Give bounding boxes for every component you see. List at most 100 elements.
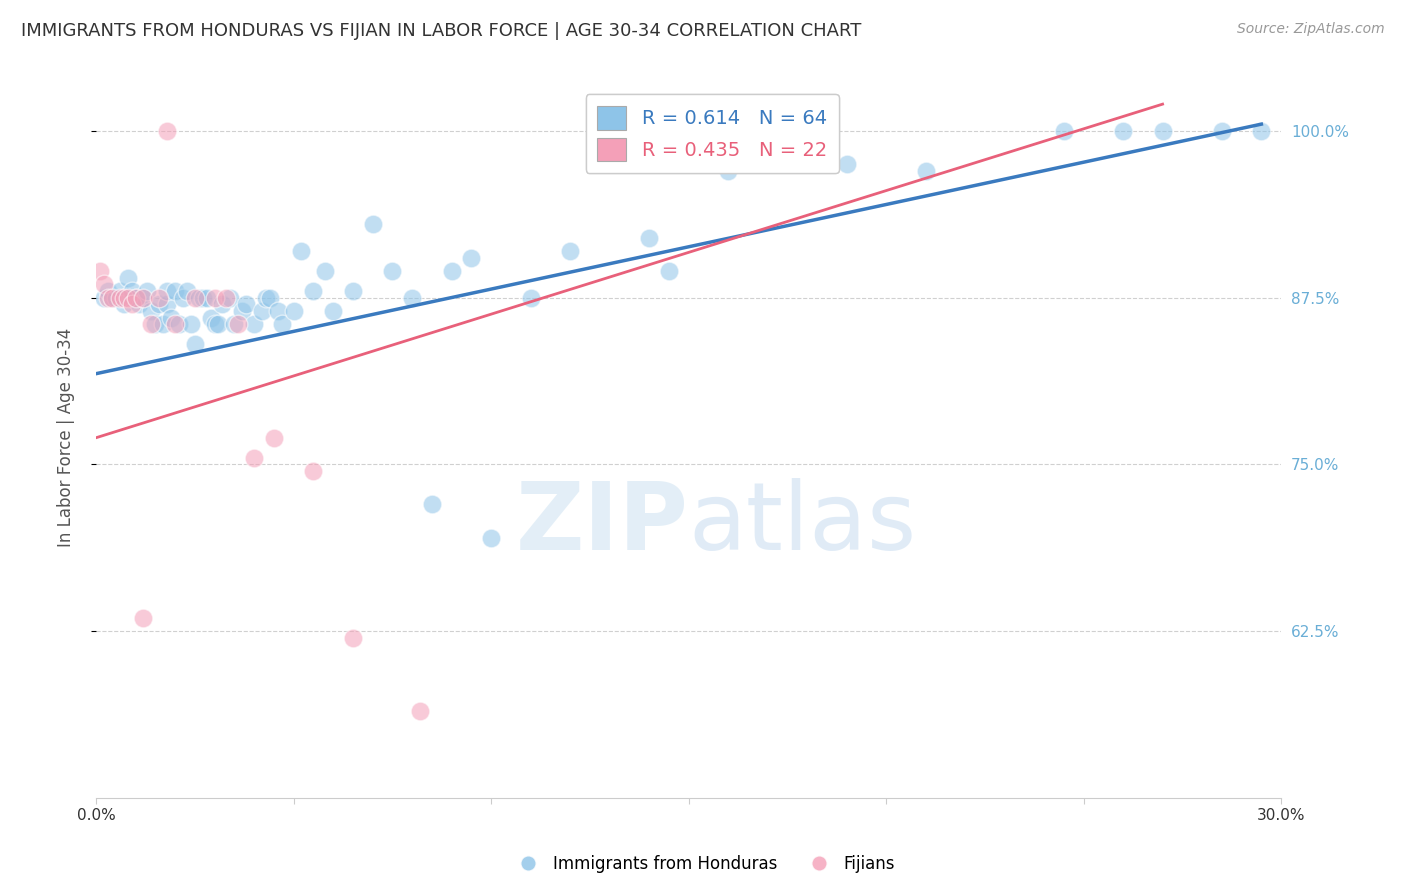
Point	[558, 244, 581, 258]
Point	[302, 284, 325, 298]
Point	[283, 304, 305, 318]
Y-axis label: In Labor Force | Age 30-34: In Labor Force | Age 30-34	[58, 328, 75, 548]
Point	[156, 297, 179, 311]
Text: IMMIGRANTS FROM HONDURAS VS FIJIAN IN LABOR FORCE | AGE 30-34 CORRELATION CHART: IMMIGRANTS FROM HONDURAS VS FIJIAN IN LA…	[21, 22, 862, 40]
Point	[231, 304, 253, 318]
Point	[226, 318, 249, 332]
Point	[250, 304, 273, 318]
Point	[1211, 124, 1233, 138]
Point	[267, 304, 290, 318]
Point	[117, 291, 139, 305]
Point	[141, 318, 163, 332]
Point	[717, 164, 740, 178]
Point	[259, 291, 281, 305]
Point	[184, 337, 207, 351]
Point	[176, 284, 198, 298]
Text: Source: ZipAtlas.com: Source: ZipAtlas.com	[1237, 22, 1385, 37]
Point	[243, 450, 266, 465]
Point	[167, 318, 190, 332]
Point	[1053, 124, 1076, 138]
Point	[191, 291, 214, 305]
Point	[219, 291, 242, 305]
Point	[180, 318, 202, 332]
Point	[112, 297, 135, 311]
Point	[124, 291, 146, 305]
Point	[638, 230, 661, 244]
Point	[204, 318, 226, 332]
Point	[121, 297, 143, 311]
Point	[184, 291, 207, 305]
Point	[409, 704, 432, 718]
Point	[290, 244, 312, 258]
Point	[141, 304, 163, 318]
Point	[235, 297, 257, 311]
Point	[342, 284, 364, 298]
Point	[101, 291, 124, 305]
Point	[160, 310, 183, 325]
Legend: R = 0.614   N = 64, R = 0.435   N = 22: R = 0.614 N = 64, R = 0.435 N = 22	[586, 95, 839, 173]
Point	[302, 464, 325, 478]
Text: ZIP: ZIP	[516, 478, 689, 570]
Point	[224, 318, 246, 332]
Point	[215, 291, 238, 305]
Point	[121, 291, 143, 305]
Point	[121, 284, 143, 298]
Point	[314, 264, 336, 278]
Point	[117, 270, 139, 285]
Point	[112, 291, 135, 305]
Point	[914, 164, 936, 178]
Point	[112, 291, 135, 305]
Point	[1112, 124, 1135, 138]
Point	[440, 264, 463, 278]
Point	[136, 284, 159, 298]
Point	[243, 318, 266, 332]
Point	[101, 291, 124, 305]
Point	[163, 284, 186, 298]
Point	[132, 611, 155, 625]
Point	[519, 291, 541, 305]
Point	[263, 431, 285, 445]
Point	[108, 284, 131, 298]
Point	[104, 291, 127, 305]
Point	[124, 291, 146, 305]
Point	[163, 318, 186, 332]
Point	[156, 124, 179, 138]
Point	[143, 318, 166, 332]
Point	[658, 264, 681, 278]
Point	[93, 291, 115, 305]
Point	[97, 284, 120, 298]
Point	[148, 291, 170, 305]
Point	[108, 291, 131, 305]
Point	[152, 318, 174, 332]
Point	[195, 291, 218, 305]
Legend: Immigrants from Honduras, Fijians: Immigrants from Honduras, Fijians	[505, 848, 901, 880]
Point	[479, 531, 502, 545]
Point	[342, 631, 364, 645]
Text: atlas: atlas	[689, 478, 917, 570]
Point	[776, 157, 799, 171]
Point	[401, 291, 423, 305]
Point	[322, 304, 344, 318]
Point	[132, 291, 155, 305]
Point	[132, 291, 155, 305]
Point	[381, 264, 404, 278]
Point	[361, 217, 384, 231]
Point	[460, 251, 482, 265]
Point	[172, 291, 194, 305]
Point	[1152, 124, 1174, 138]
Point	[89, 264, 111, 278]
Point	[835, 157, 858, 171]
Point	[187, 291, 209, 305]
Point	[254, 291, 277, 305]
Point	[420, 498, 443, 512]
Point	[128, 297, 150, 311]
Point	[148, 297, 170, 311]
Point	[204, 291, 226, 305]
Point	[270, 318, 292, 332]
Point	[200, 310, 222, 325]
Point	[97, 291, 120, 305]
Point	[1250, 124, 1272, 138]
Point	[211, 297, 233, 311]
Point	[93, 277, 115, 292]
Point	[156, 284, 179, 298]
